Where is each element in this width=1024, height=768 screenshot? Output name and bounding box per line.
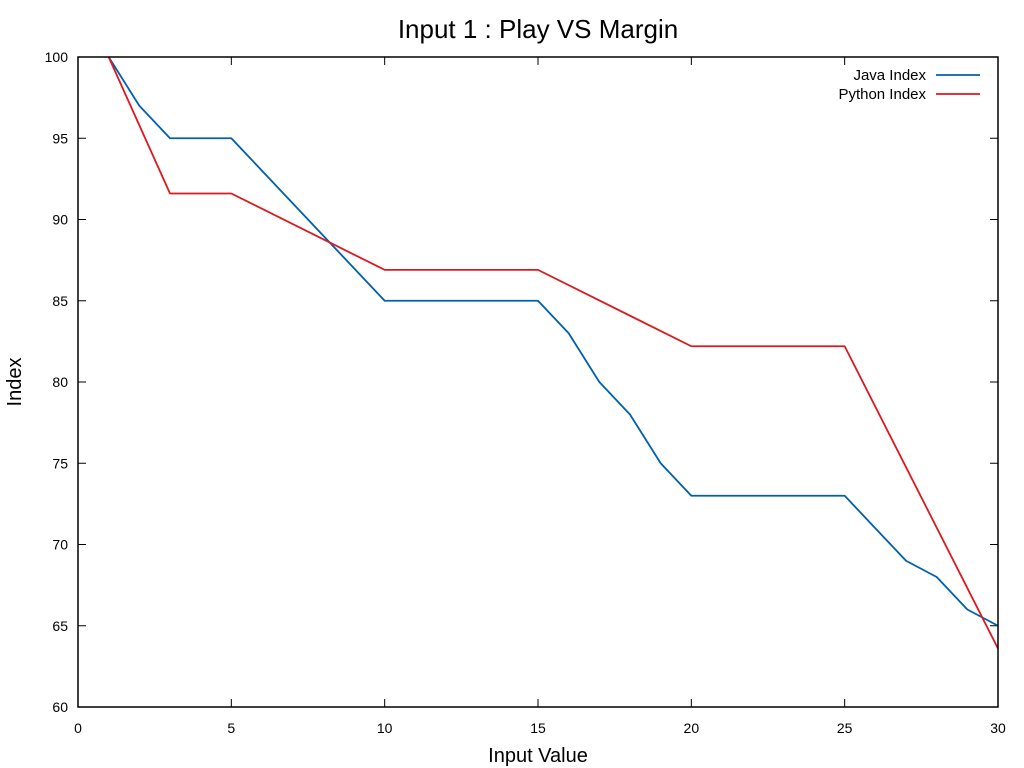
y-tick-label: 95	[52, 130, 68, 146]
plot-frame	[77, 56, 999, 708]
x-tick-label: 10	[377, 720, 393, 736]
y-tick-label: 90	[52, 212, 68, 228]
legend: Java Index Python Index	[838, 67, 980, 103]
series-lines	[107, 56, 999, 649]
y-tick-label: 80	[52, 374, 68, 390]
x-tick-label: 0	[74, 720, 82, 736]
x-tick-label: 15	[530, 720, 546, 736]
legend-label-java-index: Java Index	[853, 67, 926, 84]
python-index-line	[107, 56, 999, 649]
x-axis-title: Input Value	[488, 745, 588, 767]
y-tick-label: 75	[52, 455, 68, 471]
x-tick-label: 25	[837, 720, 853, 736]
java-index-line	[107, 56, 999, 627]
tick-labels: 0 5 10 15 20 25 30 60 65 70 75 80 85 90 95 100	[45, 49, 1006, 736]
tick-marks	[77, 56, 999, 708]
y-tick-label: 60	[52, 699, 68, 715]
y-axis-title: Index	[4, 358, 26, 407]
x-tick-label: 5	[227, 720, 235, 736]
y-tick-label: 100	[45, 49, 69, 65]
y-tick-label: 85	[52, 293, 68, 309]
x-tick-label: 20	[684, 720, 700, 736]
y-tick-label: 65	[52, 618, 68, 634]
chart-title: Input 1 : Play VS Margin	[398, 14, 678, 44]
x-tick-label: 30	[990, 720, 1006, 736]
y-tick-label: 70	[52, 537, 68, 553]
legend-label-python-index: Python Index	[838, 86, 926, 103]
